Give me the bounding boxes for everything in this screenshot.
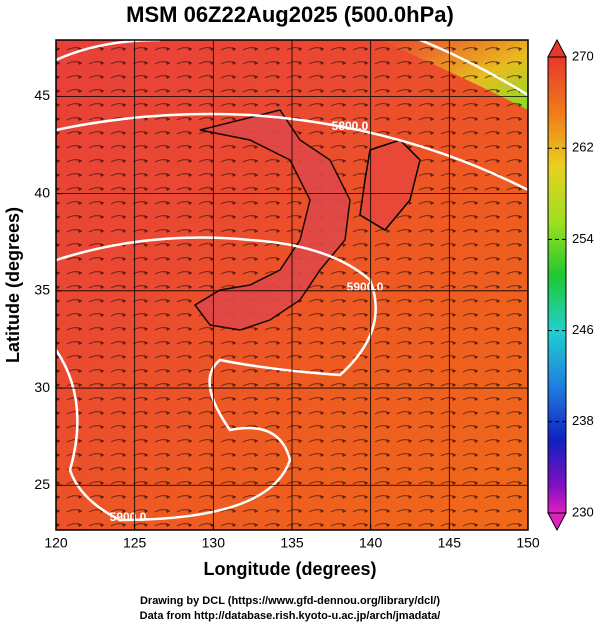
- colorbar-tick-label: 270: [572, 48, 594, 63]
- x-tick-label: 150: [516, 535, 540, 551]
- x-tick-label: 120: [44, 535, 68, 551]
- colorbar: [547, 38, 567, 532]
- x-tick-label: 125: [123, 535, 147, 551]
- y-tick-label: 35: [34, 282, 50, 298]
- x-axis-label: Longitude (degrees): [203, 559, 376, 579]
- colorbar-tick-label: 254: [572, 231, 594, 246]
- x-tick-label: 145: [438, 535, 462, 551]
- contour-label: 5800.0: [332, 119, 369, 133]
- x-tick-label: 130: [202, 535, 226, 551]
- x-tick-label: 135: [280, 535, 304, 551]
- y-tick-label: 30: [34, 379, 50, 395]
- contour-label: 5900.0: [110, 510, 147, 524]
- colorbar-tick-label: 238: [572, 413, 594, 428]
- y-axis-label: Latitude (degrees): [3, 207, 23, 363]
- contour-label: 5900.0: [347, 280, 384, 294]
- colorbar-tick-label: 262: [572, 140, 594, 155]
- x-tick-label: 140: [359, 535, 383, 551]
- colorbar-tick-label: 230: [572, 504, 594, 519]
- y-tick-label: 40: [34, 184, 50, 200]
- y-tick-label: 25: [34, 476, 50, 492]
- credit: Data from http://database.rish.kyoto-u.a…: [140, 610, 441, 622]
- y-tick-label: 45: [34, 87, 50, 103]
- title: MSM 06Z22Aug2025 (500.0hPa): [126, 2, 454, 27]
- credit: Drawing by DCL (https://www.gfd-dennou.o…: [140, 595, 440, 607]
- colorbar-tick-label: 246: [572, 322, 594, 337]
